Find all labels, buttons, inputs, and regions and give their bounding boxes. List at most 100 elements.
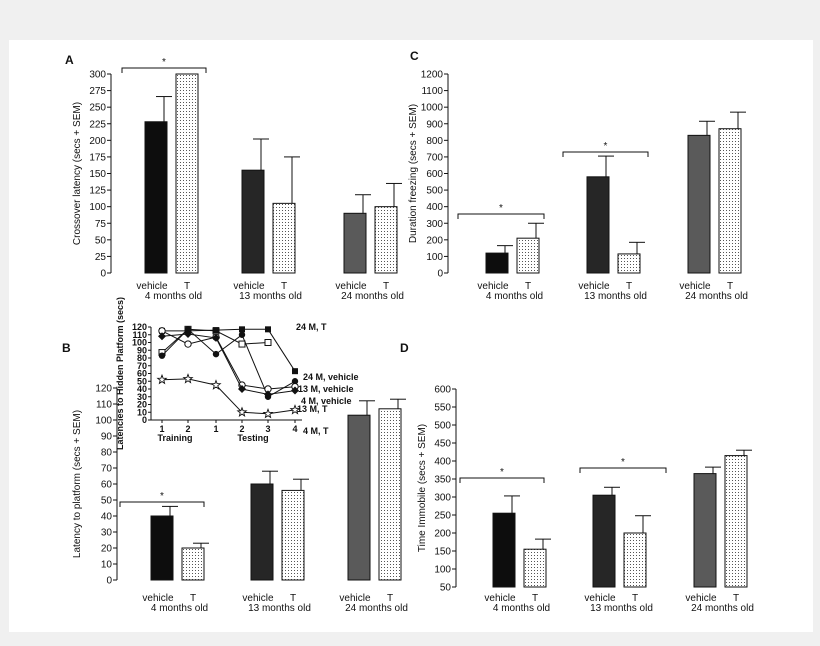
inset-series-label: 24 M, T [296, 322, 327, 332]
x-bar-label-A: vehicle [233, 281, 265, 292]
inset-marker-filled-diamond [158, 332, 166, 341]
inset-marker-filled-diamond [238, 385, 246, 393]
significance-bracket-D [579, 467, 667, 473]
x-bar-label-B: T [190, 593, 196, 604]
bar-B-1-vehicle [250, 483, 274, 581]
bar-A-1-T [272, 202, 296, 274]
y-tick-label-B: 50 [101, 496, 113, 507]
x-group-label-B: 24 months old [345, 603, 408, 614]
panel-letter-A: A [65, 53, 74, 67]
x-bar-label-A: vehicle [136, 281, 168, 292]
x-group-label-C: 4 months old [486, 291, 543, 302]
y-axis-title-D: Time Immobile (secs + SEM) [417, 424, 428, 552]
inset-x-tick-label: 3 [265, 424, 270, 434]
bar-C-0-T [516, 237, 540, 274]
inset-phase-testing: Testing [237, 433, 268, 443]
significance-star-C: * [499, 203, 503, 214]
inset-y-tick-label: 30 [137, 392, 147, 402]
inset-series-label: 24 M, vehicle [303, 372, 359, 382]
bar-C-0-vehicle [485, 252, 509, 274]
inset-series-label: 13 M, vehicle [298, 384, 354, 394]
inset-y-tick-label: 60 [137, 369, 147, 379]
y-tick-label-B: 80 [101, 448, 113, 459]
bar-B-1-T [281, 489, 305, 581]
x-bar-label-C: vehicle [578, 281, 610, 292]
significance-bracket-C [562, 151, 649, 157]
inset-marker-filled-diamond [184, 329, 192, 338]
significance-bracket-A [121, 67, 207, 73]
inset-y-tick-label: 90 [137, 345, 147, 355]
bar-C-1-vehicle [586, 176, 610, 274]
inset-x-tick-label: 4 [292, 424, 297, 434]
y-tick-label-D: 350 [434, 475, 451, 486]
significance-star-C: * [604, 141, 608, 152]
inset-y-tick-label: 20 [137, 400, 147, 410]
y-tick-label-B: 10 [101, 560, 113, 571]
significance-star-A: * [162, 57, 166, 68]
bar-A-2-T [374, 206, 398, 274]
panel-letter-B: B [62, 341, 71, 355]
inset-y-tick-label: 120 [132, 322, 147, 332]
inset-x-tick-label: 2 [185, 424, 190, 434]
y-tick-label-A: 25 [95, 252, 107, 263]
y-tick-label-B: 90 [101, 432, 113, 443]
x-group-label-A: 24 months old [341, 291, 404, 302]
inset-marker-filled-circle [212, 350, 220, 358]
y-tick-label-D: 550 [434, 403, 451, 414]
y-tick-label-A: 300 [89, 70, 106, 81]
y-tick-label-C: 100 [426, 252, 443, 263]
y-tick-label-A: 150 [89, 169, 106, 180]
inset-marker-filled-square [213, 327, 219, 334]
x-group-label-B: 4 months old [151, 603, 208, 614]
bar-D-2-vehicle [693, 473, 717, 588]
inset-y-tick-label: 100 [132, 338, 147, 348]
y-tick-label-A: 125 [89, 186, 106, 197]
inset-marker-star [182, 373, 194, 384]
inset-y-tick-label: 0 [142, 415, 147, 425]
y-tick-label-D: 600 [434, 385, 451, 396]
bar-D-1-T [623, 532, 647, 588]
inset-marker-star [210, 379, 222, 390]
y-tick-label-D: 50 [440, 583, 452, 594]
y-tick-label-C: 300 [426, 219, 443, 230]
y-tick-label-A: 0 [100, 269, 106, 280]
y-tick-label-C: 1200 [421, 70, 444, 81]
significance-star-D: * [500, 467, 504, 478]
y-tick-label-B: 0 [106, 576, 112, 587]
inset-y-tick-label: 80 [137, 353, 147, 363]
inset-series-label: 13 M, T [297, 404, 328, 414]
x-bar-label-D: vehicle [584, 593, 616, 604]
inset-series-line [162, 328, 296, 372]
inset-series-line [161, 330, 296, 390]
panel-letter-C: C [410, 49, 419, 63]
inset-marker-filled-circle [238, 331, 246, 338]
inset-marker-filled-square [239, 326, 245, 333]
x-bar-label-D: T [733, 593, 739, 604]
inset-series-line [161, 378, 296, 415]
inset-y-tick-label: 50 [137, 376, 147, 386]
x-bar-label-D: vehicle [484, 593, 516, 604]
y-axis-title-A: Crossover latency (secs + SEM) [72, 102, 83, 245]
inset-marker-star [236, 406, 248, 417]
blank-mark [360, 70, 382, 82]
significance-bracket-D [459, 477, 545, 483]
y-tick-label-C: 800 [426, 136, 443, 147]
y-tick-label-D: 500 [434, 421, 451, 432]
x-bar-label-A: T [184, 281, 190, 292]
y-tick-label-D: 250 [434, 511, 451, 522]
inset-marker-open-square [264, 339, 272, 346]
inset-series-label: 4 M, vehicle [301, 396, 352, 406]
y-tick-label-D: 300 [434, 493, 451, 504]
inset-y-tick-label: 40 [137, 384, 147, 394]
y-tick-label-B: 60 [101, 480, 113, 491]
blank-mark [726, 358, 748, 370]
x-bar-label-C: T [626, 281, 632, 292]
inset-phase-training: Training [157, 433, 192, 443]
y-tick-label-D: 450 [434, 439, 451, 450]
x-bar-label-B: vehicle [339, 593, 371, 604]
bar-D-2-T [724, 455, 748, 588]
bar-B-2-T [378, 408, 402, 581]
x-bar-label-B: T [387, 593, 393, 604]
